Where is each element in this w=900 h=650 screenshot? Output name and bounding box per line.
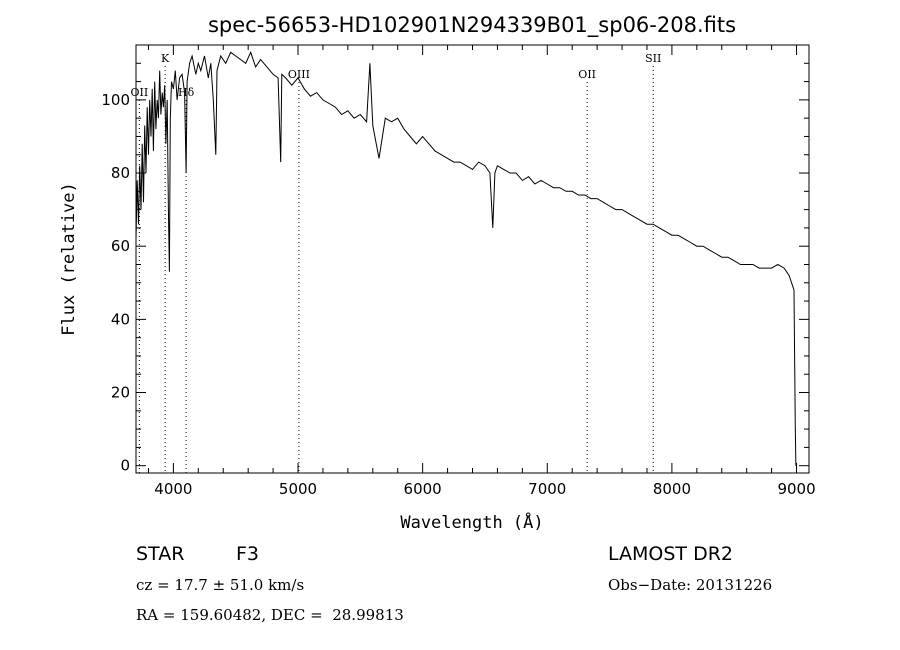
x-tick-label: 7000 [528, 480, 566, 498]
line-marker-label: Hδ [178, 86, 195, 99]
plot-frame [135, 44, 810, 474]
x-tick-label: 9000 [777, 480, 815, 498]
object-subclass: F3 [236, 543, 259, 565]
x-tick-label: 8000 [653, 480, 691, 498]
line-marker-label: SII [645, 52, 661, 65]
observation-date: Obs−Date: 20131226 [608, 576, 772, 594]
x-axis-label: Wavelength (Å) [400, 511, 543, 533]
object-class: STAR [136, 543, 184, 565]
y-tick-label: 60 [111, 237, 130, 255]
x-tick-label: 5000 [279, 480, 317, 498]
y-tick-label: 80 [111, 164, 130, 182]
x-tick-label: 4000 [154, 480, 192, 498]
y-tick-label: 100 [101, 91, 130, 109]
survey-name: LAMOST DR2 [608, 543, 733, 565]
spectrum-line [135, 50, 797, 466]
y-tick-label: 20 [111, 384, 130, 402]
ra-dec-coordinates: RA = 159.60482, DEC = 28.99813 [136, 606, 404, 624]
y-axis-ticks: 0 20 40 60 80 100 [101, 44, 809, 475]
redshift-cz: cz = 17.7 ± 51.0 km/s [136, 576, 304, 594]
emission-line-markers: OII K Hδ OIII OII SII [131, 52, 661, 473]
y-tick-label: 0 [120, 457, 130, 475]
x-axis-ticks: 4000 5000 6000 7000 8000 9000 [147, 45, 816, 498]
line-marker-label: OII [131, 86, 149, 99]
line-marker-label: OIII [288, 68, 310, 81]
line-marker-label: OII [578, 68, 596, 81]
line-marker-label: K [161, 52, 170, 65]
x-tick-label: 6000 [404, 480, 442, 498]
y-axis-label: Flux (relative) [59, 182, 79, 336]
y-tick-label: 40 [111, 310, 130, 328]
chart-title: spec-56653-HD102901N294339B01_sp06-208.f… [208, 13, 736, 38]
